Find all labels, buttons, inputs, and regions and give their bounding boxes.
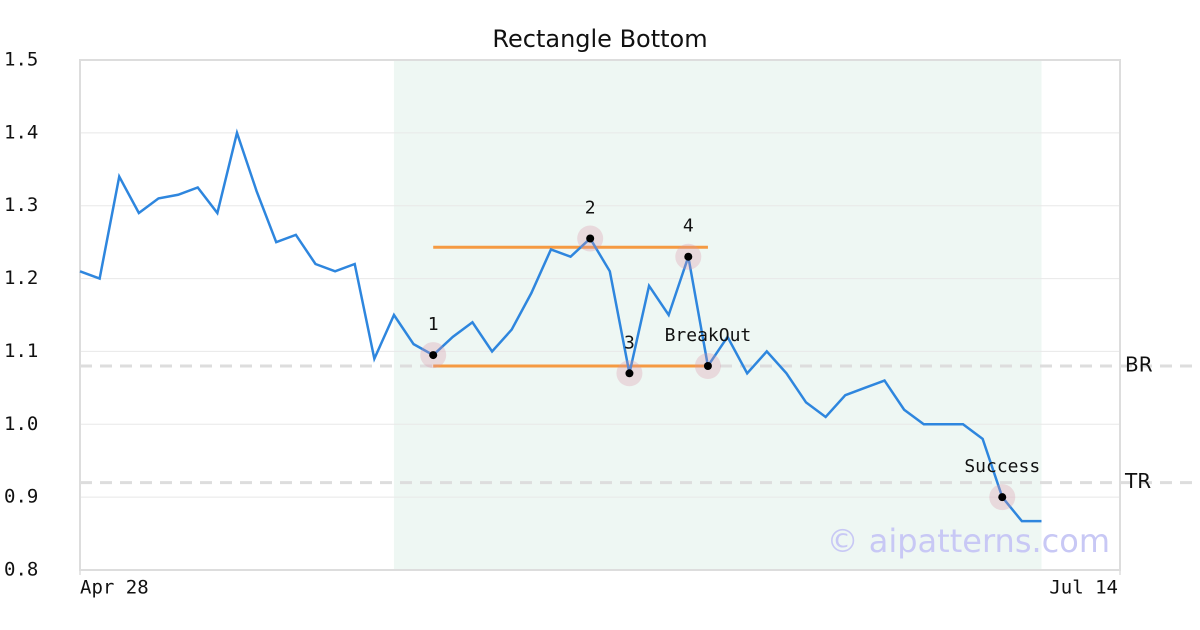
point-dot <box>586 234 595 243</box>
x-tick-label: Apr 28 <box>80 577 149 599</box>
y-tick-label: 1.5 <box>4 49 38 71</box>
point-label: Success <box>964 456 1040 477</box>
y-tick-label: 1.4 <box>4 121 38 143</box>
y-tick-label: 1.2 <box>4 267 38 289</box>
point-dot <box>998 493 1007 502</box>
point-label: 2 <box>585 198 596 219</box>
price-line <box>79 128 1042 523</box>
level-label: TR <box>1124 469 1151 493</box>
point-dot <box>625 369 634 378</box>
y-tick-label: 0.9 <box>4 486 38 508</box>
point-label: 3 <box>624 332 635 353</box>
level-label: BR <box>1125 353 1153 377</box>
highlight-region <box>393 60 1042 570</box>
y-tick-label: 0.8 <box>4 559 38 581</box>
y-tick-label: 1.1 <box>4 340 38 362</box>
watermark: © aipatterns.com <box>827 522 1110 560</box>
y-tick-label: 1.0 <box>4 413 38 435</box>
x-tick-label: Jul 14 <box>1049 577 1118 599</box>
point-label: 4 <box>683 216 694 237</box>
point-dot <box>429 351 438 360</box>
point-label: 1 <box>428 314 439 335</box>
plot-frame <box>79 59 1121 571</box>
chart-title: Rectangle Bottom <box>492 25 707 53</box>
point-label: BreakOut <box>665 325 752 346</box>
point-dot <box>703 362 712 370</box>
point-dot <box>684 252 693 261</box>
y-tick-label: 1.3 <box>4 194 38 216</box>
